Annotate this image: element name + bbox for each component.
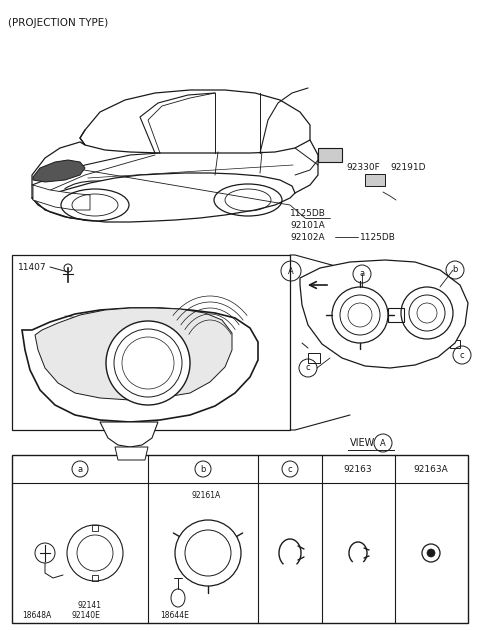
- Text: 92101A: 92101A: [290, 220, 325, 230]
- Polygon shape: [33, 160, 85, 182]
- Bar: [92, 525, 98, 531]
- Bar: [365, 174, 385, 186]
- Bar: [318, 148, 342, 162]
- Text: b: b: [200, 464, 206, 473]
- Text: 92163: 92163: [344, 464, 372, 473]
- Text: A: A: [380, 439, 386, 447]
- Circle shape: [427, 549, 435, 557]
- Text: 1125DB: 1125DB: [290, 208, 326, 218]
- Text: 92191D: 92191D: [390, 163, 425, 172]
- Bar: [12, 255, 290, 430]
- Circle shape: [106, 321, 190, 405]
- Polygon shape: [115, 447, 148, 460]
- Text: 11407: 11407: [18, 262, 47, 271]
- Bar: [12, 455, 468, 623]
- Bar: [92, 575, 98, 581]
- Text: c: c: [306, 363, 310, 372]
- Polygon shape: [32, 173, 295, 222]
- Text: 1125DB: 1125DB: [360, 232, 396, 242]
- Bar: [308, 353, 320, 363]
- Polygon shape: [35, 308, 232, 400]
- Text: 92161A: 92161A: [191, 490, 220, 500]
- Text: VIEW: VIEW: [350, 438, 375, 448]
- Bar: [388, 308, 404, 322]
- Text: 18644E: 18644E: [160, 611, 189, 620]
- Text: (PROJECTION TYPE): (PROJECTION TYPE): [8, 18, 108, 28]
- Text: c: c: [460, 350, 464, 360]
- Text: a: a: [360, 269, 365, 278]
- Text: 92102A: 92102A: [290, 232, 324, 242]
- Text: 92163A: 92163A: [414, 464, 448, 473]
- Polygon shape: [22, 308, 258, 422]
- Polygon shape: [300, 260, 468, 368]
- Polygon shape: [100, 422, 158, 447]
- Text: b: b: [452, 266, 458, 274]
- Polygon shape: [80, 90, 310, 153]
- Text: 18648A: 18648A: [22, 611, 51, 620]
- Polygon shape: [33, 185, 90, 210]
- Text: 92330F: 92330F: [346, 163, 380, 172]
- Bar: [450, 340, 460, 348]
- Text: 92141: 92141: [77, 601, 101, 610]
- Text: 92140E: 92140E: [72, 611, 101, 620]
- Text: c: c: [288, 464, 292, 473]
- Text: A: A: [288, 266, 294, 276]
- Text: a: a: [77, 464, 83, 473]
- Bar: [308, 295, 316, 301]
